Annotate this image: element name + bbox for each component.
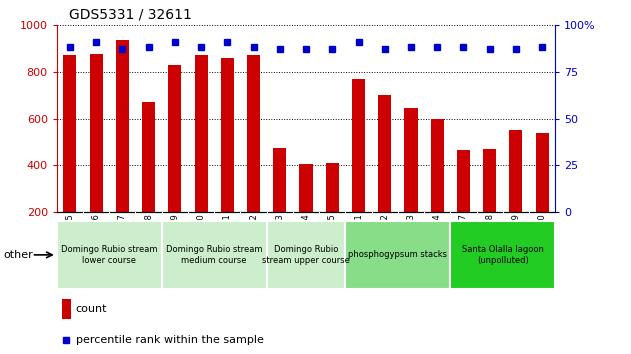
Text: GSM832441: GSM832441 bbox=[354, 213, 363, 263]
Text: Santa Olalla lagoon
(unpolluted): Santa Olalla lagoon (unpolluted) bbox=[462, 245, 544, 264]
Text: Domingo Rubio stream
medium course: Domingo Rubio stream medium course bbox=[166, 245, 262, 264]
Text: GDS5331 / 32611: GDS5331 / 32611 bbox=[69, 7, 192, 21]
Text: GSM832439: GSM832439 bbox=[512, 213, 521, 264]
Bar bbox=[194, 55, 208, 259]
Text: GSM832452: GSM832452 bbox=[249, 213, 258, 263]
Text: GSM832437: GSM832437 bbox=[459, 213, 468, 264]
Text: GSM832449: GSM832449 bbox=[170, 213, 179, 263]
Text: Domingo Rubio
stream upper course: Domingo Rubio stream upper course bbox=[262, 245, 350, 264]
Text: GSM832450: GSM832450 bbox=[197, 213, 206, 263]
Text: GSM832454: GSM832454 bbox=[302, 213, 310, 263]
Bar bbox=[221, 58, 234, 259]
Text: GSM832451: GSM832451 bbox=[223, 213, 232, 263]
Bar bbox=[62, 299, 71, 319]
Text: GSM832443: GSM832443 bbox=[406, 213, 415, 264]
Bar bbox=[267, 221, 345, 289]
Bar bbox=[142, 102, 155, 259]
Text: phosphogypsum stacks: phosphogypsum stacks bbox=[348, 250, 447, 259]
Text: GSM832445: GSM832445 bbox=[66, 213, 74, 263]
Bar bbox=[404, 108, 418, 259]
Text: GSM832438: GSM832438 bbox=[485, 213, 494, 264]
Text: Domingo Rubio stream
lower course: Domingo Rubio stream lower course bbox=[61, 245, 158, 264]
Bar bbox=[300, 164, 312, 259]
Bar bbox=[536, 133, 549, 259]
Bar bbox=[352, 79, 365, 259]
Text: GSM832446: GSM832446 bbox=[91, 213, 100, 264]
Bar bbox=[451, 221, 555, 289]
Text: GSM832453: GSM832453 bbox=[275, 213, 285, 264]
Bar bbox=[509, 130, 522, 259]
Text: count: count bbox=[76, 304, 107, 314]
Bar bbox=[273, 148, 286, 259]
Text: percentile rank within the sample: percentile rank within the sample bbox=[76, 335, 264, 345]
Text: GSM832455: GSM832455 bbox=[327, 213, 337, 263]
Text: GSM832442: GSM832442 bbox=[380, 213, 389, 263]
Bar bbox=[162, 221, 267, 289]
Bar bbox=[483, 149, 496, 259]
Text: GSM832448: GSM832448 bbox=[144, 213, 153, 264]
Bar bbox=[116, 40, 129, 259]
Bar bbox=[247, 55, 260, 259]
Bar bbox=[90, 54, 103, 259]
Bar bbox=[168, 65, 182, 259]
Bar bbox=[378, 95, 391, 259]
Text: GSM832447: GSM832447 bbox=[118, 213, 127, 264]
Text: GSM832444: GSM832444 bbox=[433, 213, 442, 263]
Text: GSM832440: GSM832440 bbox=[538, 213, 546, 263]
Bar bbox=[345, 221, 451, 289]
Bar bbox=[326, 163, 339, 259]
Bar bbox=[63, 55, 76, 259]
Bar bbox=[430, 119, 444, 259]
Bar bbox=[457, 150, 470, 259]
Bar bbox=[57, 221, 162, 289]
Text: other: other bbox=[3, 250, 33, 260]
